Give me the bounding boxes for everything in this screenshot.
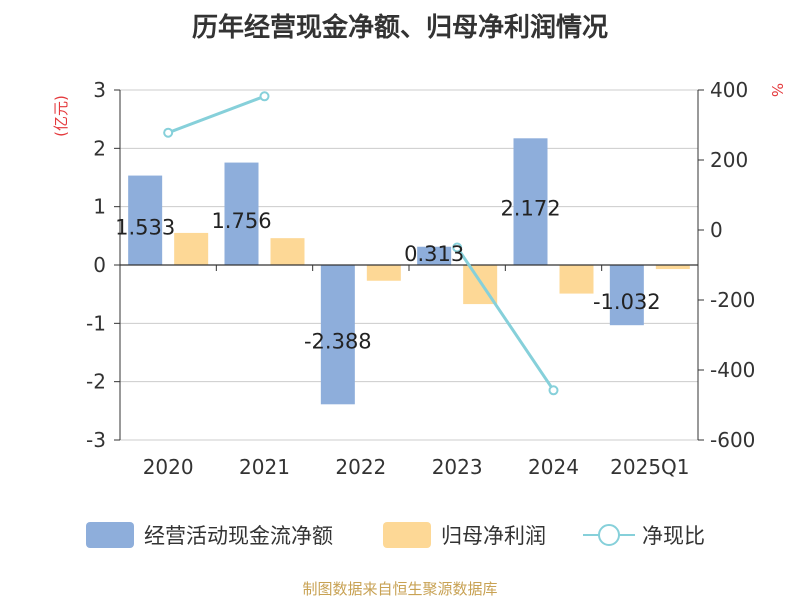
data-source: 制图数据来自恒生聚源数据库: [302, 580, 497, 598]
legend-swatch-ratio-marker: [598, 524, 620, 546]
bar-profit: [559, 265, 594, 294]
right-tick-label: 200: [710, 148, 748, 172]
category-label: 2024: [528, 455, 579, 479]
bar-cashflow: [320, 265, 355, 405]
bar-profit: [655, 265, 690, 270]
bar-cashflow: [128, 175, 163, 265]
data-label-cashflow: -1.032: [593, 290, 661, 314]
category-label: 2023: [432, 455, 483, 479]
legend-label-cashflow: 经营活动现金流净额: [144, 524, 333, 548]
ratio-line-segment: [455, 246, 555, 392]
ratio-point: [452, 242, 463, 253]
category-label: 2022: [335, 455, 386, 479]
left-tick-label: -3: [86, 428, 106, 452]
bar-profit: [174, 232, 209, 265]
ratio-point: [548, 385, 559, 396]
bar-cashflow: [609, 265, 644, 326]
right-axis-unit: %: [768, 83, 786, 97]
axes: [114, 89, 704, 441]
bar-profit: [270, 238, 305, 265]
data-label-cashflow: 0.313: [404, 242, 464, 266]
legend-label-ratio: 净现比: [642, 524, 705, 548]
right-tick-label: -600: [710, 428, 755, 452]
right-tick-label: 400: [710, 78, 748, 102]
legend-swatch-profit: [383, 522, 431, 548]
tick-labels: 3 2 1 0 -1 -2 -3 400 200 0 -200 -400 -600 2020 2021 202…: [86, 78, 755, 479]
left-tick-label: -1: [86, 311, 106, 335]
bar-cashflow: [417, 246, 452, 265]
ratio-line-segment: [167, 94, 266, 135]
legend-swatch-cashflow: [86, 522, 134, 548]
data-labels: 1.533 1.756 -2.388 0.313 2.172 -1.032: [115, 197, 661, 354]
right-tick-label: -400: [710, 358, 755, 382]
data-label-cashflow: -2.388: [304, 330, 372, 354]
left-tick-label: 2: [93, 136, 106, 160]
ratio-line: [163, 91, 559, 396]
legend-label-profit: 归母净利润: [441, 524, 546, 548]
data-label-cashflow: 1.756: [211, 209, 271, 233]
ratio-point: [259, 91, 270, 102]
data-label-cashflow: 1.533: [115, 215, 175, 239]
category-label: 2025Q1: [610, 455, 689, 479]
bar-profit: [366, 265, 401, 281]
left-tick-label: 3: [93, 78, 106, 102]
ratio-point: [163, 127, 174, 138]
right-tick-label: -200: [710, 288, 755, 312]
bar-cashflow: [224, 162, 259, 265]
category-label: 2020: [143, 455, 194, 479]
legend: 经营活动现金流净额 归母净利润 净现比: [86, 522, 705, 548]
left-tick-label: 1: [93, 195, 106, 219]
bar-cashflow: [513, 138, 548, 265]
left-axis-unit: (亿元): [52, 95, 70, 137]
chart-title: 历年经营现金净额、归母净利润情况: [192, 12, 608, 43]
left-tick-label: 0: [93, 253, 106, 277]
category-label: 2021: [239, 455, 290, 479]
data-label-cashflow: 2.172: [500, 197, 560, 221]
right-tick-label: 0: [710, 218, 723, 242]
bars: [128, 138, 690, 405]
left-tick-label: -2: [86, 370, 106, 394]
